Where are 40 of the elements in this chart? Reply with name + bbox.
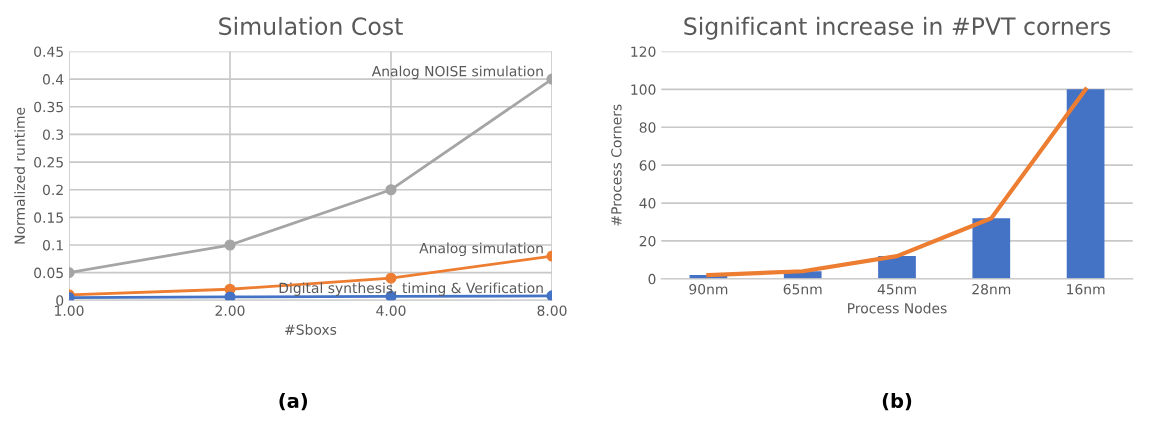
x-axis-title: Process Nodes [848, 302, 947, 314]
x-tick-label: 1.00 [55, 305, 84, 316]
x-tick-label: 2.00 [215, 305, 245, 316]
y-tick-label: 60 [639, 160, 656, 171]
x-tick-label: 65nm [783, 283, 822, 295]
y-tick-label: 80 [639, 122, 656, 133]
x-tick-label: 16nm [1067, 283, 1105, 295]
y-axis-title: Normalized runtime [14, 107, 25, 244]
y-tick-label: 40 [639, 198, 656, 209]
text: (a) [279, 393, 308, 411]
y-tick-label: 100 [631, 84, 656, 95]
series-label: Analog simulation [419, 242, 543, 257]
chart-title: Simulation Cost [219, 16, 403, 36]
y-tick-label: 0.05 [34, 267, 63, 279]
y-tick-label: 0.2 [42, 184, 63, 196]
chart-title: Significant increase in #PVT corners [684, 16, 1111, 40]
text: (b) [882, 393, 912, 411]
y-tick-label: 0 [648, 273, 656, 285]
y-tick-label: 0.15 [34, 212, 63, 223]
series-label: Digital synthesis, timing & Verification [279, 282, 543, 296]
y-tick-label: 0.4 [42, 74, 64, 85]
bar [1066, 89, 1105, 279]
y-tick-label: 0.1 [42, 239, 63, 251]
y-tick-label: 0 [56, 295, 64, 306]
series-label: Analog NOISE simulation [371, 65, 543, 80]
y-tick-label: 0.25 [34, 157, 63, 168]
x-tick-label: 8.00 [537, 305, 567, 316]
bar [972, 218, 1011, 279]
x-tick-label: 45nm [877, 284, 916, 295]
y-axis-title: #Process Corners [611, 104, 622, 226]
y-tick-label: 20 [639, 235, 656, 247]
y-tick-label: 0.45 [34, 46, 63, 57]
x-tick-label: 4.00 [376, 305, 406, 316]
x-tick-label: 90nm [689, 283, 728, 295]
line-series [706, 87, 1088, 278]
x-axis-title: #Sboxs [285, 324, 337, 335]
x-tick-label: 28nm [972, 283, 1011, 295]
y-tick-label: 120 [631, 46, 656, 57]
y-tick-label: 0.3 [42, 129, 64, 140]
y-tick-label: 0.35 [34, 101, 63, 113]
